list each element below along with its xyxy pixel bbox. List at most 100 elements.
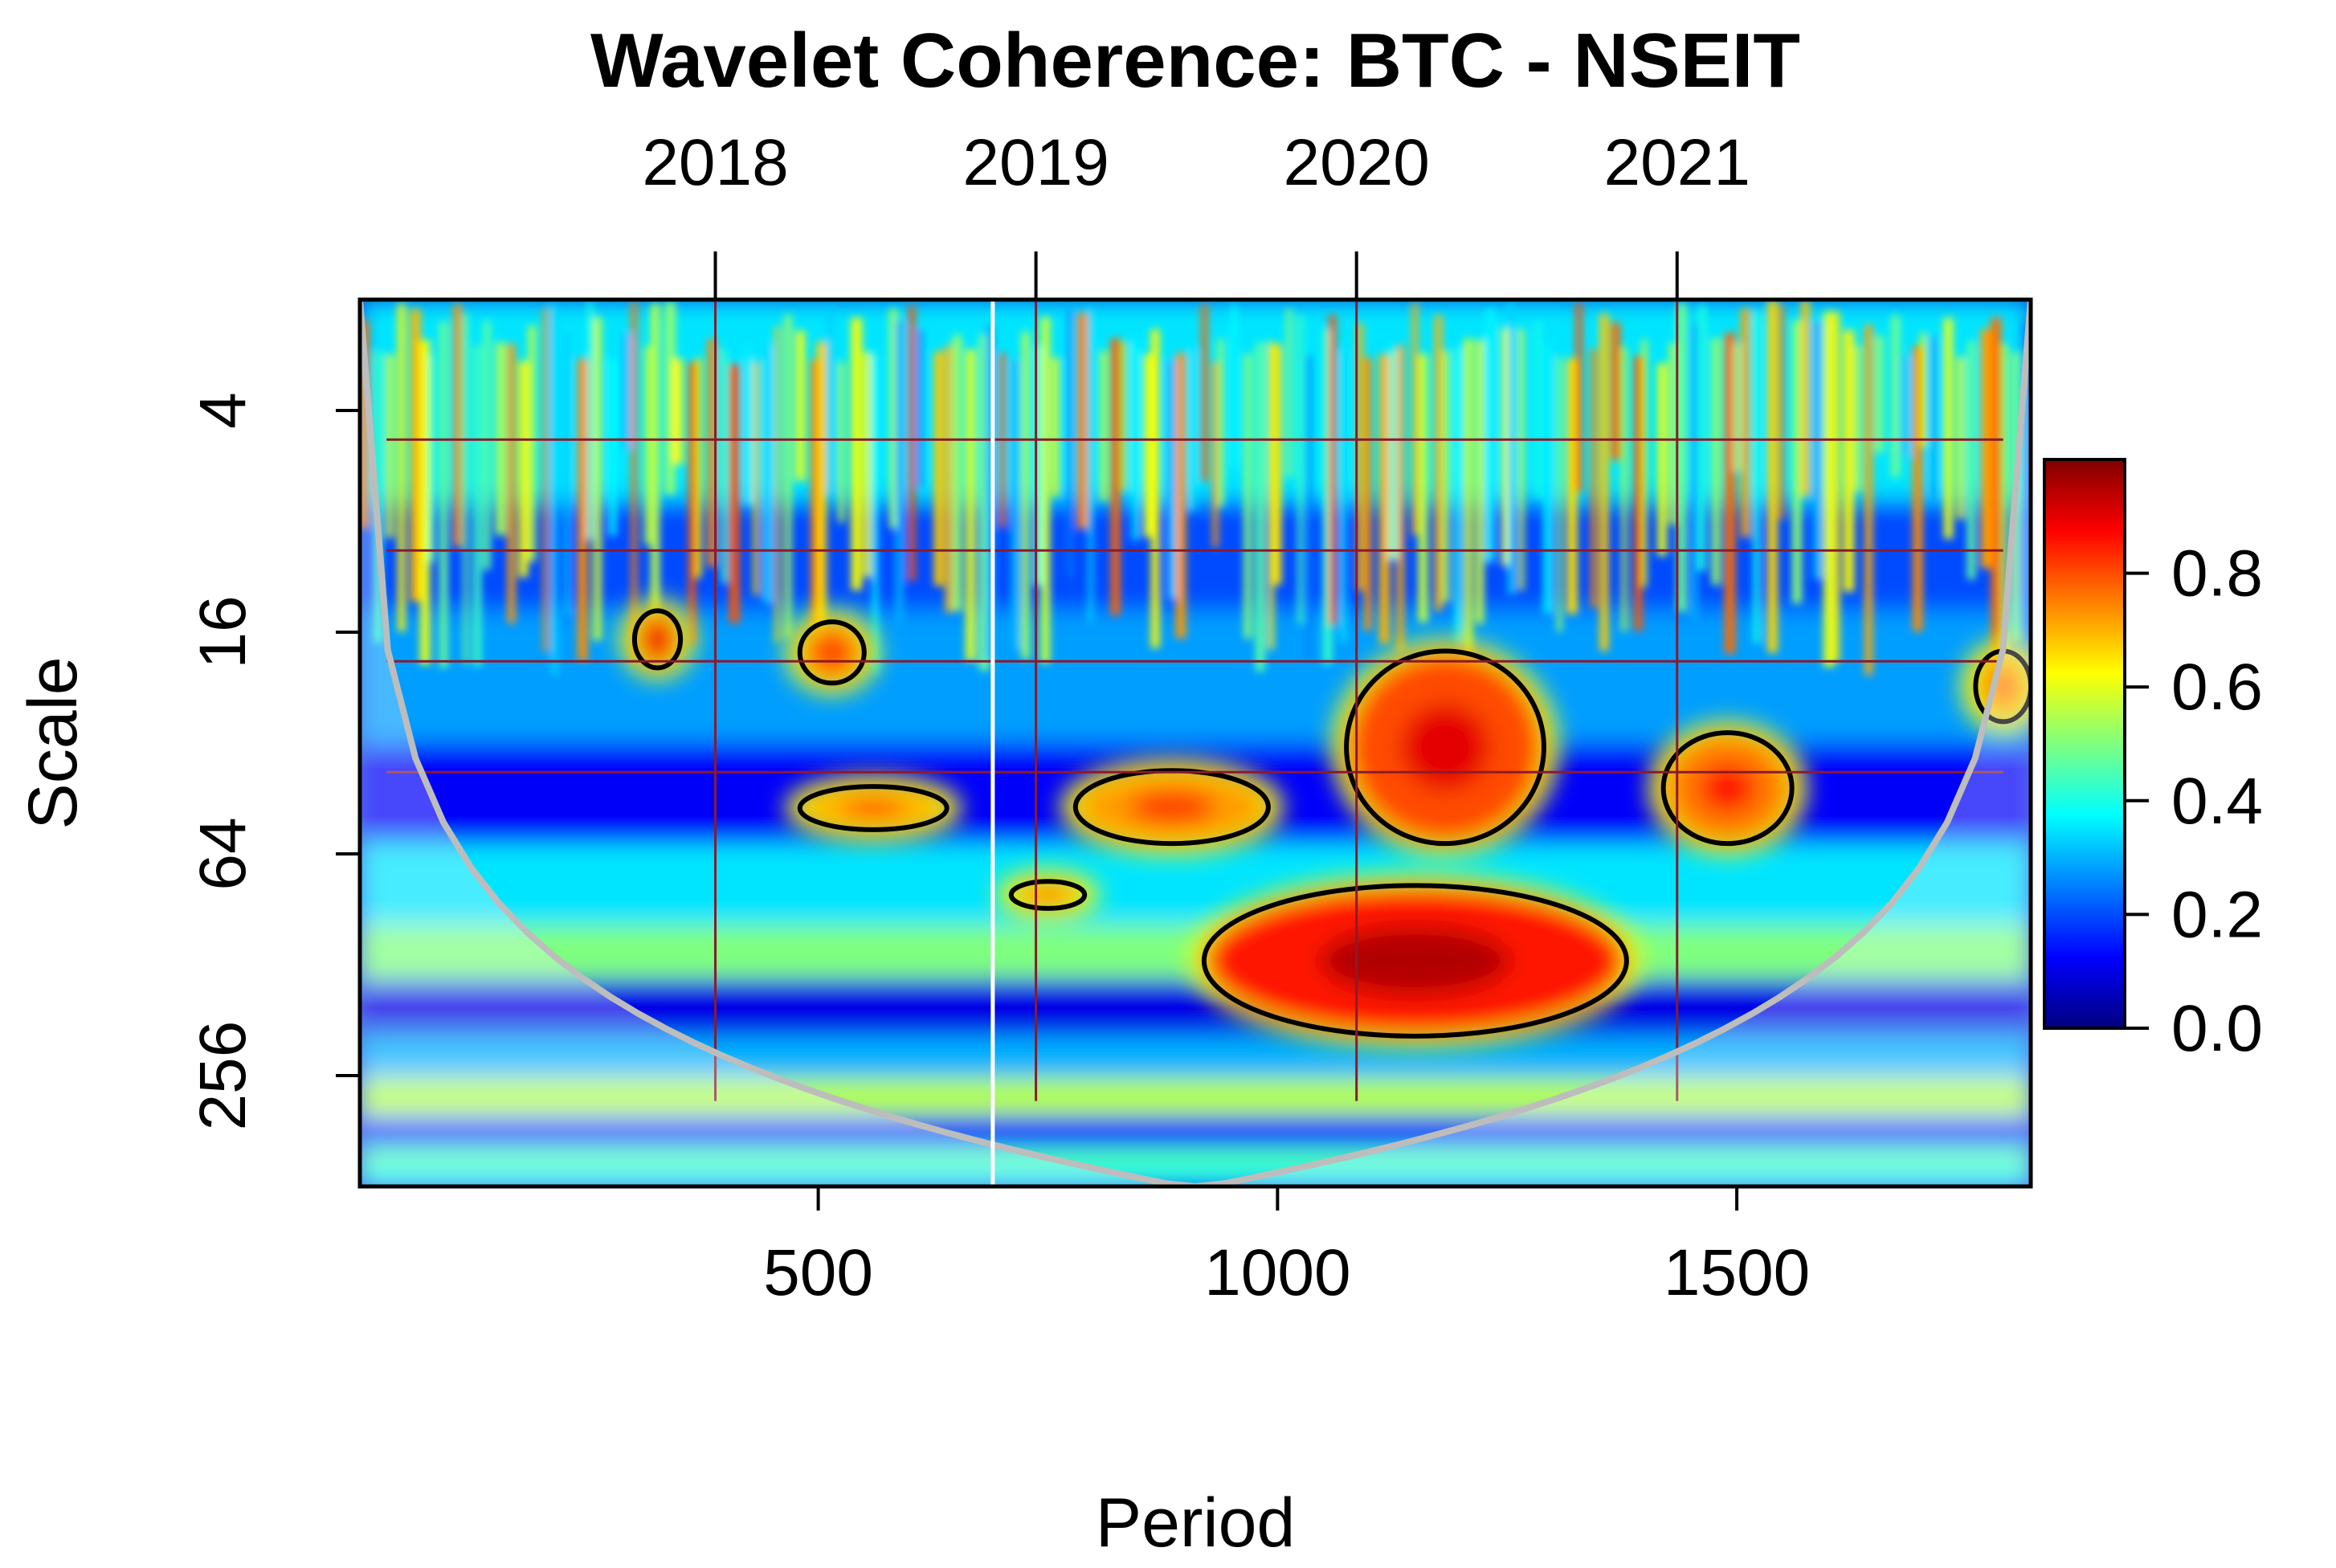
heat-stripe: [439, 321, 448, 668]
heat-stripe: [2002, 344, 2007, 663]
heat-stripe: [1379, 353, 1390, 644]
heat-stripe: [410, 308, 421, 602]
heat-stripe: [1364, 357, 1372, 631]
y-tick-label: 4: [186, 392, 259, 429]
colorbar-tick-label: 0.0: [2171, 992, 2263, 1065]
heat-stripe: [594, 316, 602, 641]
heat-stripe: [1287, 308, 1292, 477]
heat-stripe: [816, 341, 827, 639]
heat-stripe: [1476, 340, 1484, 624]
heat-stripe: [1634, 356, 1643, 631]
x-tick-label: 1000: [1204, 1236, 1350, 1309]
heat-stripe: [1011, 360, 1019, 650]
cone-of-influence-line: [360, 300, 2031, 1186]
heat-stripe: [1543, 341, 1553, 614]
heat-stripe: [729, 364, 740, 623]
significance-contour: [797, 784, 950, 832]
heat-stripe: [1779, 305, 1784, 520]
heat-stripe: [1967, 341, 1975, 580]
heat-band: [360, 1078, 2031, 1117]
heat-stripe: [1900, 355, 1910, 457]
heat-stripe: [896, 320, 904, 626]
significance-contour: [1344, 648, 1546, 847]
heat-stripe: [420, 340, 431, 665]
heat-stripe: [1864, 324, 1872, 676]
heat-stripe: [1034, 346, 1041, 586]
significance-contour: [797, 619, 867, 686]
colorbar-tick-label: 0.4: [2171, 765, 2263, 838]
heat-stripe: [966, 349, 976, 661]
heat-band: [360, 843, 2031, 925]
heat-stripe: [672, 358, 683, 464]
heat-stripe: [1891, 316, 1900, 478]
heat-stripe: [1691, 322, 1698, 620]
heat-stripe: [1167, 360, 1177, 599]
heat-band: [360, 610, 2031, 743]
heat-stripe: [1088, 308, 1093, 623]
heat-stripe: [827, 305, 833, 494]
heat-stripe: [631, 301, 637, 664]
y-tick-label: 64: [186, 817, 259, 890]
heat-stripe: [1801, 300, 1810, 496]
heat-stripe: [1669, 342, 1676, 525]
heat-stripe: [1077, 312, 1088, 529]
heat-stripe: [1443, 350, 1450, 602]
heat-stripe: [483, 321, 491, 570]
heat-stripe: [872, 353, 878, 673]
heat-stripe: [1855, 345, 1861, 492]
region-peak: [817, 639, 847, 667]
heat-stripe: [360, 321, 369, 529]
heat-stripe: [1244, 353, 1252, 639]
region-peak: [1128, 790, 1215, 824]
heat-stripe: [1297, 314, 1303, 625]
heat-stripe: [889, 308, 898, 529]
heat-stripe: [1231, 304, 1237, 468]
region-peak: [1698, 763, 1757, 814]
heat-stripe: [1111, 338, 1121, 616]
heat-stripe: [1435, 315, 1443, 611]
heat-stripe: [775, 326, 780, 643]
heat-stripe: [1622, 347, 1627, 631]
cone-of-influence-shade: [360, 300, 2031, 1186]
heat-stripe: [1611, 322, 1620, 460]
heat-stripe: [1944, 317, 1953, 539]
heat-stripe: [785, 315, 791, 638]
heat-band: [360, 978, 2031, 1036]
significance-contour: [631, 608, 684, 671]
heat-stripe: [622, 334, 632, 448]
x-axis-label: Period: [1096, 1484, 1296, 1562]
heat-band: [360, 1035, 2031, 1079]
y-axis-label: Scale: [14, 656, 92, 829]
heat-stripe: [1501, 328, 1509, 566]
plot-area: [357, 297, 2033, 1189]
heat-stripe: [1217, 339, 1224, 506]
heat-stripe: [1455, 347, 1461, 646]
heat-stripe: [1518, 329, 1524, 590]
heat-stripe: [587, 300, 593, 540]
y-axis: 4 16 64 256 Scale: [14, 392, 360, 1130]
heat-stripe: [644, 346, 651, 545]
heat-stripe: [721, 349, 727, 583]
significance-contour: [1008, 879, 1088, 911]
heat-stripe: [519, 361, 529, 578]
heat-stripe: [1052, 357, 1060, 497]
heat-stripe: [851, 317, 862, 590]
region-peak: [1031, 888, 1065, 901]
heat-stripe: [1875, 336, 1884, 453]
heat-stripe: [564, 332, 570, 617]
heat-stripe: [1930, 336, 1937, 498]
heat-stripe: [1201, 304, 1207, 482]
heat-stripe: [1273, 344, 1281, 586]
colorbar: 0.0 0.2 0.4 0.6 0.8: [2043, 458, 2263, 1065]
heat-stripe: [1418, 353, 1428, 623]
heat-stripe: [753, 361, 759, 596]
top-axis: 2018 2019 2020 2021: [642, 126, 1750, 300]
region-peak: [647, 626, 668, 652]
heat-stripe: [1698, 305, 1706, 571]
heat-stripe: [398, 304, 406, 632]
heat-stripe: [529, 325, 536, 562]
heat-stripe: [454, 304, 462, 547]
heat-stripe: [1307, 355, 1312, 659]
heat-stripe: [1357, 323, 1363, 591]
